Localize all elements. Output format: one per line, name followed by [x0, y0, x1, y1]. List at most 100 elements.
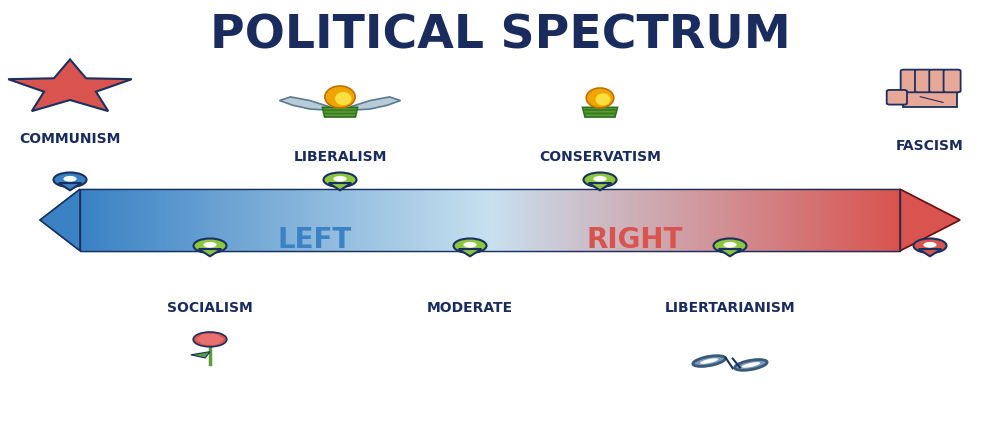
- Polygon shape: [258, 189, 260, 251]
- Polygon shape: [8, 59, 132, 111]
- Polygon shape: [331, 189, 334, 251]
- Polygon shape: [873, 189, 875, 251]
- Polygon shape: [761, 189, 763, 251]
- Polygon shape: [405, 189, 408, 251]
- Polygon shape: [594, 189, 597, 251]
- Polygon shape: [564, 189, 567, 251]
- Polygon shape: [296, 189, 299, 251]
- Polygon shape: [582, 107, 617, 117]
- Polygon shape: [580, 189, 583, 251]
- Polygon shape: [493, 189, 495, 251]
- Polygon shape: [326, 189, 329, 251]
- Polygon shape: [643, 189, 646, 251]
- Polygon shape: [293, 189, 296, 251]
- Polygon shape: [512, 189, 515, 251]
- Polygon shape: [673, 189, 676, 251]
- Circle shape: [194, 238, 226, 253]
- Polygon shape: [610, 189, 613, 251]
- Circle shape: [593, 176, 607, 182]
- Polygon shape: [260, 189, 263, 251]
- Polygon shape: [586, 189, 588, 251]
- Polygon shape: [495, 189, 498, 251]
- Polygon shape: [848, 189, 851, 251]
- Polygon shape: [107, 189, 110, 251]
- Polygon shape: [474, 189, 476, 251]
- Polygon shape: [569, 189, 572, 251]
- Polygon shape: [299, 189, 301, 251]
- Polygon shape: [777, 189, 780, 251]
- Polygon shape: [818, 189, 821, 251]
- Polygon shape: [659, 189, 662, 251]
- Polygon shape: [452, 189, 454, 251]
- Polygon shape: [714, 189, 717, 251]
- Polygon shape: [367, 189, 370, 251]
- Polygon shape: [105, 189, 107, 251]
- Polygon shape: [526, 189, 528, 251]
- Polygon shape: [416, 189, 419, 251]
- Polygon shape: [881, 189, 884, 251]
- Polygon shape: [255, 189, 258, 251]
- Polygon shape: [703, 189, 706, 251]
- Polygon shape: [146, 189, 148, 251]
- Polygon shape: [441, 189, 444, 251]
- Polygon shape: [506, 189, 509, 251]
- Polygon shape: [271, 189, 274, 251]
- Polygon shape: [747, 189, 750, 251]
- Polygon shape: [616, 189, 618, 251]
- Polygon shape: [618, 189, 621, 251]
- Polygon shape: [575, 189, 577, 251]
- Polygon shape: [577, 189, 580, 251]
- Polygon shape: [419, 189, 422, 251]
- Polygon shape: [274, 189, 277, 251]
- Polygon shape: [137, 189, 140, 251]
- Polygon shape: [684, 189, 687, 251]
- Polygon shape: [649, 189, 651, 251]
- Circle shape: [923, 242, 937, 248]
- Polygon shape: [889, 189, 892, 251]
- Polygon shape: [785, 189, 788, 251]
- Polygon shape: [40, 189, 80, 251]
- Polygon shape: [222, 189, 225, 251]
- Polygon shape: [322, 113, 358, 114]
- Polygon shape: [468, 189, 471, 251]
- Polygon shape: [679, 189, 681, 251]
- Polygon shape: [722, 189, 725, 251]
- Polygon shape: [531, 189, 534, 251]
- Polygon shape: [170, 189, 173, 251]
- Polygon shape: [408, 189, 411, 251]
- Polygon shape: [304, 189, 307, 251]
- Polygon shape: [364, 189, 367, 251]
- Polygon shape: [919, 249, 941, 256]
- Polygon shape: [378, 189, 381, 251]
- Polygon shape: [140, 189, 143, 251]
- Polygon shape: [433, 189, 435, 251]
- Polygon shape: [225, 189, 228, 251]
- Polygon shape: [796, 189, 799, 251]
- Polygon shape: [558, 189, 561, 251]
- Polygon shape: [769, 189, 772, 251]
- Polygon shape: [700, 189, 703, 251]
- Polygon shape: [99, 189, 102, 251]
- Polygon shape: [528, 189, 531, 251]
- Polygon shape: [351, 97, 400, 110]
- Polygon shape: [334, 189, 337, 251]
- Polygon shape: [736, 189, 739, 251]
- Polygon shape: [91, 189, 94, 251]
- Circle shape: [193, 332, 227, 347]
- Polygon shape: [217, 189, 219, 251]
- Polygon shape: [359, 189, 362, 251]
- Text: CONSERVATISM: CONSERVATISM: [539, 150, 661, 164]
- Polygon shape: [900, 189, 960, 251]
- Polygon shape: [290, 189, 293, 251]
- Circle shape: [54, 172, 87, 187]
- Polygon shape: [763, 189, 766, 251]
- FancyBboxPatch shape: [944, 70, 961, 92]
- Text: POLITICAL SPECTRUM: POLITICAL SPECTRUM: [210, 13, 790, 58]
- Circle shape: [197, 337, 210, 342]
- Polygon shape: [895, 189, 897, 251]
- Polygon shape: [651, 189, 654, 251]
- Polygon shape: [214, 189, 217, 251]
- Polygon shape: [772, 189, 774, 251]
- Polygon shape: [353, 189, 356, 251]
- Polygon shape: [504, 189, 506, 251]
